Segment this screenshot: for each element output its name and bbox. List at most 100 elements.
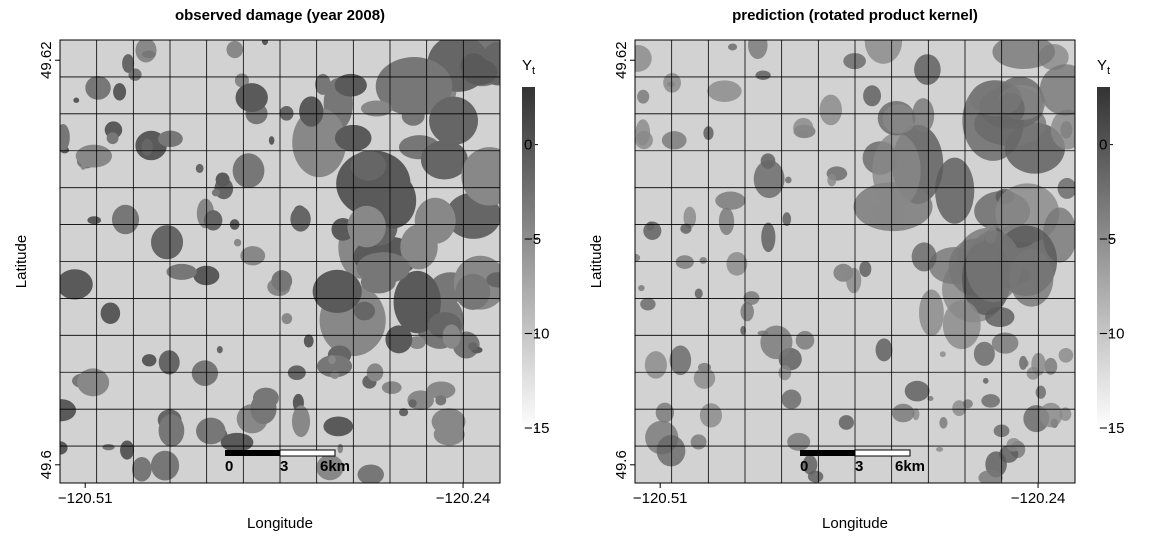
damage-patch bbox=[232, 153, 265, 188]
damage-patch bbox=[196, 417, 226, 445]
damage-patch bbox=[111, 204, 140, 235]
damage-patch bbox=[1035, 385, 1046, 399]
plot-frame bbox=[634, 39, 1076, 484]
colorbar bbox=[1097, 87, 1110, 430]
damage-patch bbox=[215, 172, 230, 187]
damage-patch bbox=[233, 238, 242, 247]
damage-patch bbox=[142, 50, 156, 59]
damage-patch bbox=[935, 157, 975, 224]
x-tick-label: −120.51 bbox=[633, 490, 688, 507]
damage-patch bbox=[486, 272, 500, 288]
damage-patch bbox=[644, 351, 667, 379]
damage-patch bbox=[328, 355, 336, 365]
damage-patch bbox=[699, 403, 723, 428]
scale-bar-label: 0 bbox=[225, 458, 233, 475]
damage-patch bbox=[936, 446, 944, 452]
damage-patch bbox=[787, 432, 811, 451]
damage-patch bbox=[75, 144, 113, 168]
damage-patch bbox=[911, 242, 937, 272]
damage-patch bbox=[747, 40, 768, 60]
damage-patch bbox=[728, 43, 738, 51]
damage-patch bbox=[643, 221, 662, 241]
colorbar-tick-label: 0 bbox=[524, 137, 532, 154]
damage-patch bbox=[312, 269, 362, 313]
damage-patch bbox=[973, 341, 995, 366]
scale-bar-segment bbox=[225, 450, 280, 456]
damage-patch bbox=[690, 434, 707, 450]
damage-patch bbox=[261, 40, 269, 46]
damage-patch bbox=[743, 291, 760, 305]
damage-patch bbox=[279, 106, 294, 121]
damage-patch bbox=[778, 365, 792, 381]
damage-patch bbox=[992, 40, 1056, 69]
damage-patch bbox=[755, 70, 771, 81]
damage-patch bbox=[60, 269, 93, 300]
scale-bar-label: 6km bbox=[320, 458, 350, 475]
damage-patch bbox=[106, 132, 119, 145]
scale-bar-label: 6km bbox=[895, 458, 925, 475]
damage-patch bbox=[195, 163, 204, 173]
colorbar-label: Yt bbox=[522, 57, 535, 77]
damage-patch bbox=[375, 57, 453, 116]
plot-frame bbox=[59, 39, 501, 484]
damage-patch bbox=[707, 80, 742, 102]
damage-patch bbox=[455, 273, 491, 310]
colorbar-label-main: Y bbox=[522, 57, 532, 74]
damage-patch bbox=[962, 399, 973, 409]
damage-patch bbox=[216, 346, 223, 354]
damage-patch bbox=[100, 302, 121, 324]
damage-patch bbox=[1019, 355, 1028, 370]
damage-patch bbox=[240, 246, 266, 266]
damage-patch bbox=[640, 297, 656, 311]
damage-patch bbox=[694, 288, 703, 299]
damage-patch bbox=[882, 104, 916, 134]
damage-patch bbox=[669, 345, 692, 376]
damage-patch bbox=[292, 107, 347, 178]
x-axis-label: Longitude bbox=[247, 515, 313, 532]
damage-patch bbox=[461, 147, 500, 206]
damage-patch bbox=[353, 301, 376, 321]
damage-patch bbox=[166, 263, 197, 280]
damage-patch bbox=[299, 96, 324, 127]
damage-patch bbox=[637, 89, 650, 104]
damage-patch bbox=[414, 197, 456, 244]
damage-patch bbox=[158, 414, 185, 447]
damage-patch bbox=[978, 470, 1003, 483]
damage-patch bbox=[1059, 407, 1072, 421]
damage-patch bbox=[753, 160, 785, 199]
damage-patch bbox=[334, 73, 367, 97]
damage-patch bbox=[268, 136, 275, 145]
damage-patch bbox=[846, 267, 862, 294]
colorbar-tick-label: −15 bbox=[1099, 420, 1124, 437]
damage-patch bbox=[939, 417, 948, 429]
damage-patch bbox=[995, 183, 1060, 244]
damage-patch bbox=[982, 377, 989, 384]
damage-patch bbox=[211, 188, 220, 197]
damage-patch bbox=[1006, 438, 1021, 452]
damage-patch bbox=[158, 350, 180, 375]
damage-patch bbox=[80, 163, 86, 170]
colorbar-tick-label: −5 bbox=[524, 231, 541, 248]
damage-patch bbox=[1039, 64, 1075, 116]
damage-patch bbox=[357, 464, 384, 483]
colorbar-label: Yt bbox=[1097, 57, 1110, 77]
damage-patch bbox=[323, 416, 354, 437]
damage-patch bbox=[120, 440, 135, 460]
damage-patch bbox=[60, 123, 70, 151]
y-tick-label: 49.6 bbox=[38, 450, 55, 479]
damage-patch bbox=[122, 54, 135, 73]
damage-patch bbox=[904, 380, 930, 402]
y-axis-label: Latitude bbox=[13, 235, 30, 288]
damage-patches bbox=[635, 40, 1075, 483]
damage-patch bbox=[220, 432, 254, 452]
colorbar-tick-label: −10 bbox=[1099, 326, 1124, 343]
y-tick-label: 49.62 bbox=[38, 41, 55, 79]
damage-patch bbox=[350, 150, 387, 181]
damage-patch bbox=[827, 173, 837, 187]
damage-patch bbox=[150, 450, 180, 481]
damage-patch bbox=[347, 205, 386, 248]
damage-patch bbox=[128, 68, 142, 81]
scale-bar-label: 0 bbox=[800, 458, 808, 475]
damage-patch bbox=[663, 72, 682, 93]
damage-patch bbox=[638, 285, 645, 292]
